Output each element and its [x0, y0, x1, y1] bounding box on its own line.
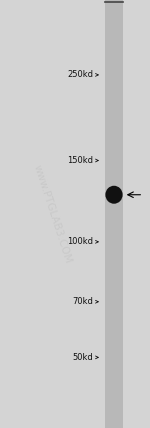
Text: 50kd: 50kd	[72, 353, 93, 362]
Text: 100kd: 100kd	[67, 237, 93, 247]
Ellipse shape	[105, 186, 123, 204]
Bar	[105, 0, 123, 428]
Text: 250kd: 250kd	[67, 70, 93, 80]
Text: 150kd: 150kd	[67, 156, 93, 165]
Text: www.PTGLAB3.COM: www.PTGLAB3.COM	[32, 163, 73, 265]
Text: 70kd: 70kd	[72, 297, 93, 306]
